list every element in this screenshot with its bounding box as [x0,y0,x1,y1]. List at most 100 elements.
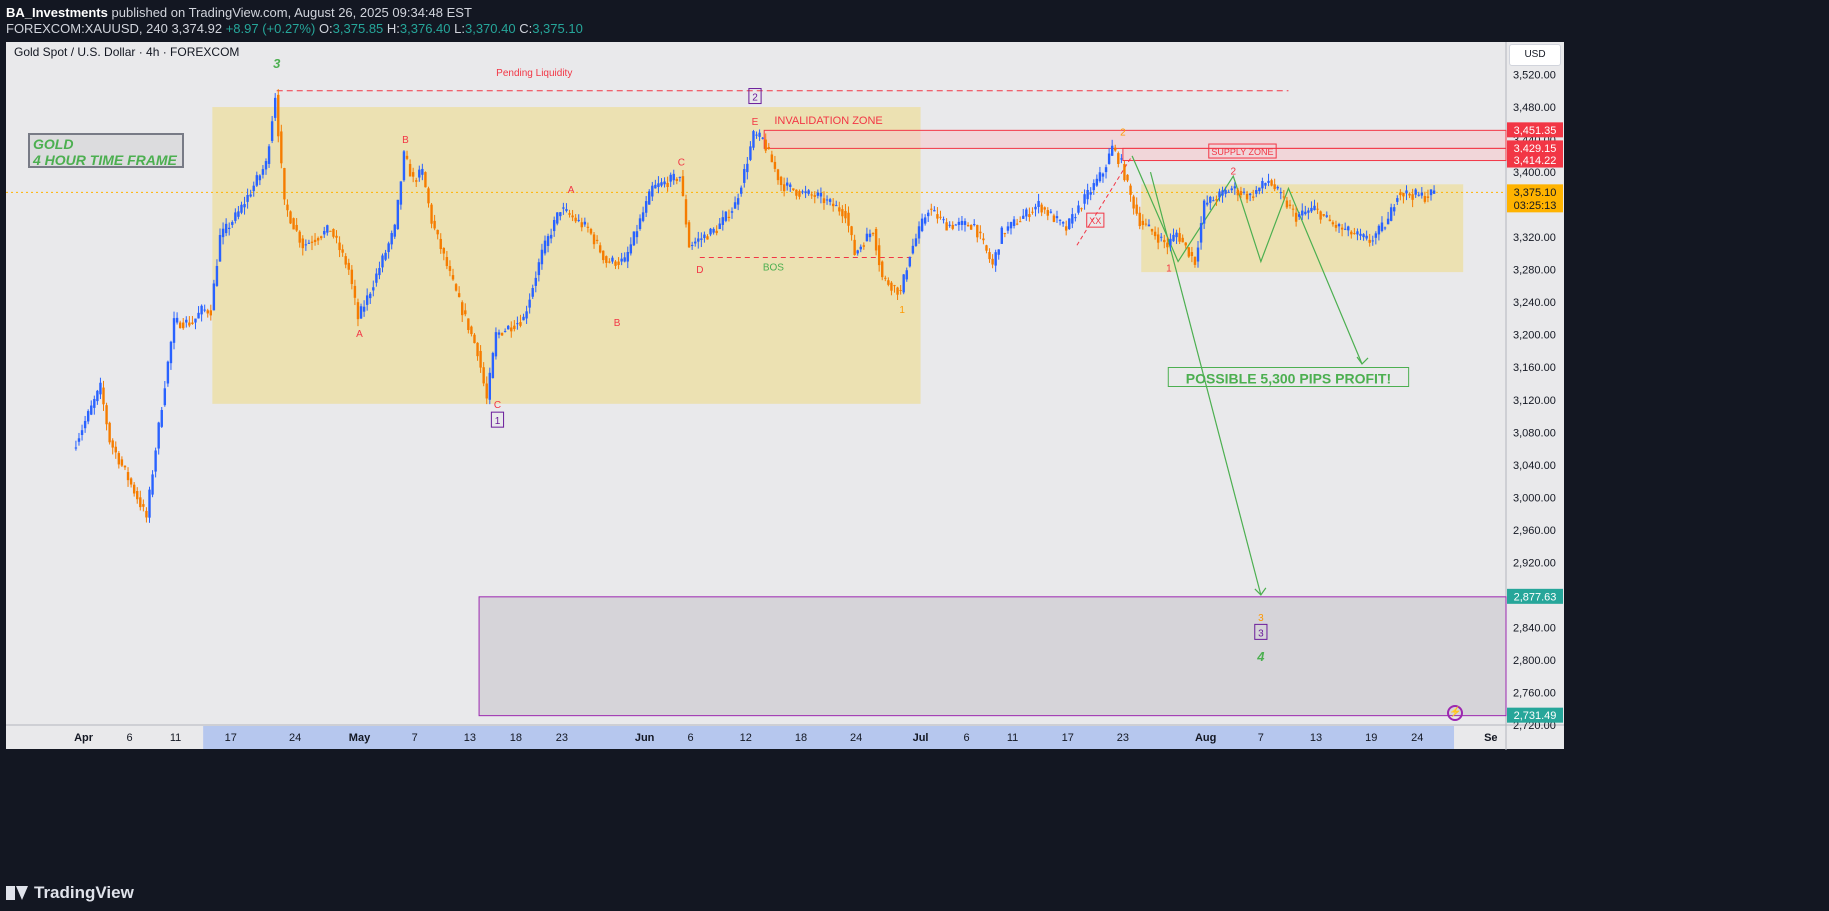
candle-body [1294,212,1298,222]
annotation-label[interactable]: 3 [1258,628,1264,639]
candle-body [1184,242,1187,246]
candle-body [264,161,268,170]
candle-body [1156,234,1160,243]
price-tag [1507,184,1563,213]
range-zone-box[interactable] [212,107,921,404]
candle-body [1120,158,1123,160]
annotation-label[interactable]: BOS [763,262,784,273]
candle-body [850,226,853,236]
author-name[interactable]: BA_Investments [6,5,108,20]
candle-body [657,183,660,188]
currency-button[interactable]: USD [1509,44,1561,66]
annotation-label[interactable]: A [356,329,363,340]
annotation-label[interactable]: D [696,265,703,276]
annotation-label[interactable]: 1 [1166,263,1172,274]
annotation-label[interactable]: A [568,185,575,196]
annotation-label[interactable]: B [402,135,409,146]
candle-body [1025,209,1028,217]
candle-body [439,238,442,250]
candle-body [620,258,623,262]
price-tag [1507,588,1563,604]
candle-body [513,325,516,330]
annotation-label[interactable]: E [752,117,759,128]
candle-body [1110,145,1114,156]
annotation-label[interactable]: 2 [1230,167,1236,178]
candle-body [1049,211,1053,213]
annotation-label[interactable]: 3 [1258,613,1264,624]
candle-body [99,382,102,395]
candle-body [436,229,439,235]
candle-body [571,215,574,218]
target-zone-box[interactable] [478,596,1507,717]
annotation-label[interactable]: 1 [495,416,501,427]
gold-timeframe-label[interactable]: GOLD 4 HOUR TIME FRAME [28,133,184,168]
candle-body [954,224,958,226]
candle-body [1408,193,1411,196]
candle-body [258,175,262,181]
trend-dashed-line[interactable] [1076,155,1133,246]
annotation-label[interactable]: 2 [752,93,758,104]
candle-body [703,234,706,239]
candle-body [666,182,669,188]
brand-label: TradingView [34,883,134,902]
candle-body [350,269,354,285]
candle-body [669,174,672,182]
y-tick-label: 3,040.00 [1513,460,1556,472]
candle-body [129,478,133,485]
annotation-label[interactable]: SUPPLY ZONE [1211,147,1273,157]
annotation-label[interactable]: POSSIBLE 5,300 PIPS PROFIT! [1186,371,1391,387]
annotation-label[interactable]: 1 [899,305,905,316]
supply-zone-box[interactable] [1122,147,1507,162]
last-price: 3,374.92 [171,21,223,36]
candle-body [313,239,317,243]
candle-body [1193,256,1197,265]
candle-body [396,199,400,230]
candle-body [142,504,145,507]
candle-body [586,226,590,228]
x-tick-label: 23 [556,732,568,744]
candle-body [519,322,522,326]
candle-body [261,169,265,175]
candle-body [1009,221,1013,229]
annotation-label[interactable]: XX [1089,216,1101,226]
tradingview-logo[interactable]: TradingView [6,883,134,903]
annotation-label[interactable]: 4 [1256,649,1265,664]
candle-body [467,318,470,331]
candle-body [552,219,556,232]
candle-body [1426,196,1430,198]
alert-icon[interactable]: ⚡ [1447,705,1463,721]
candle-body [868,233,872,238]
candle-body [497,332,501,335]
annotation-label[interactable]: C [494,400,501,411]
candle-body [1285,200,1289,208]
candle-body [344,256,347,265]
annotation-label[interactable]: 2 [1120,128,1126,139]
candle-body [583,221,587,225]
candle-body [528,299,531,308]
candle-body [83,420,87,429]
y-tick-label: 2,840.00 [1513,622,1556,634]
invalidation-zone-box[interactable] [763,129,1507,149]
candle-body [1432,190,1436,194]
annotation-label[interactable]: C [678,158,685,169]
consolidation-zone-box[interactable] [1141,184,1464,273]
annotation-label[interactable]: 3 [273,56,281,71]
x-tick-label: 18 [510,732,522,744]
candle-body [1236,189,1240,196]
annotation-label[interactable]: INVALIDATION ZONE [774,115,882,127]
annotation-label[interactable]: Pending Liquidity [496,68,572,79]
candle-body [1423,196,1427,202]
candle-body [905,270,908,280]
candle-body [608,261,611,263]
x-tick-label: 13 [1310,732,1322,744]
projection-path-long[interactable] [1149,171,1262,596]
annotation-label[interactable]: B [614,318,621,329]
candle-body [298,231,301,243]
candle-body [881,261,884,278]
candle-body [1282,196,1286,198]
candle-body [549,234,553,239]
candle-body [525,311,528,319]
candle-body [687,222,691,248]
candle-body [1000,227,1004,244]
